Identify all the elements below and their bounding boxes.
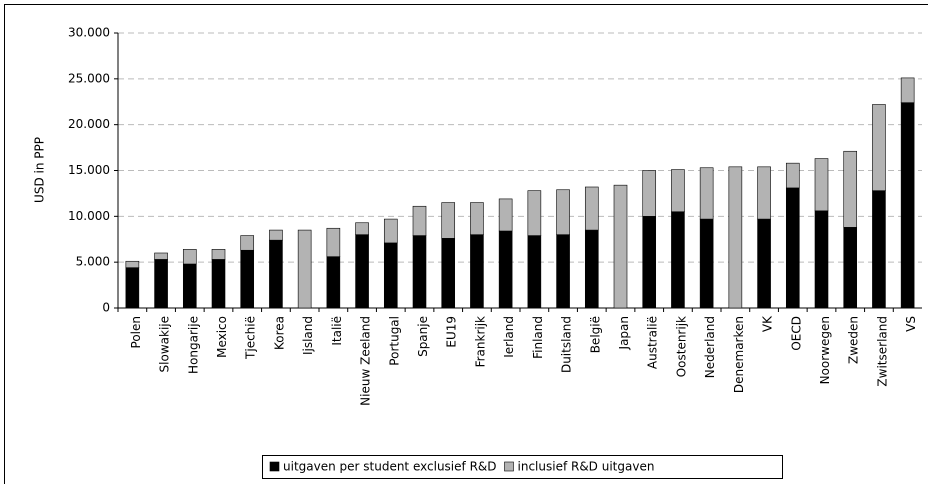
legend-box <box>262 455 783 479</box>
x-tick-label: Portugal <box>387 316 401 366</box>
bar-segment <box>843 150 858 228</box>
bar-segment <box>642 170 657 217</box>
y-tick-label: 5.000 <box>76 255 110 269</box>
bar-segment <box>326 256 341 309</box>
y-tick-label: 30.000 <box>68 26 110 40</box>
x-tick-label: Korea <box>272 316 286 350</box>
x-tick-label: Oostenrijk <box>674 316 688 377</box>
bar-segment <box>498 230 513 309</box>
bar-segment <box>843 227 858 309</box>
x-tick-label: Tjechië <box>244 316 258 360</box>
x-tick-label: EU19 <box>445 316 459 348</box>
bar-segment <box>125 260 140 268</box>
bar-segment <box>269 239 283 309</box>
x-tick-label: Finland <box>531 316 545 359</box>
bar-segment <box>441 202 456 239</box>
x-tick-label: Spanje <box>416 316 430 357</box>
bar-segment <box>355 222 369 235</box>
x-tick-label: Frankrijk <box>473 316 487 367</box>
y-tick-label: 25.000 <box>68 71 110 85</box>
bar-segment <box>785 187 800 309</box>
x-tick-label: Hongarije <box>186 316 200 374</box>
x-tick-label: Nederland <box>703 316 717 378</box>
bar-segment <box>412 205 427 236</box>
bar-segment <box>182 249 197 265</box>
x-tick-label: VK <box>761 315 775 332</box>
x-tick-label: OECD <box>789 316 803 351</box>
bar-segment <box>814 158 829 212</box>
bar-segment <box>498 198 513 232</box>
legend-label: inclusief R&D uitgaven <box>518 460 655 474</box>
bar-segment <box>699 167 714 220</box>
x-tick-label: Duitsland <box>560 316 574 373</box>
x-tick-label: Nieuw Zeeland <box>359 316 373 406</box>
bar-segment <box>900 77 915 103</box>
x-tick-label: België <box>588 316 602 353</box>
bar-segment <box>584 186 599 231</box>
bar-segment <box>556 234 570 309</box>
bar-segment <box>728 166 743 309</box>
legend-swatch <box>504 461 514 472</box>
bar-segment <box>154 252 168 260</box>
bar-segment <box>900 102 915 309</box>
bar-segment <box>785 162 800 189</box>
bar-segment <box>527 235 542 309</box>
x-tick-label: Polen <box>129 316 143 348</box>
bar-segment <box>470 234 484 309</box>
frame <box>4 4 928 484</box>
bar-segment <box>383 218 398 244</box>
x-tick-label: VS <box>904 316 918 332</box>
bar-segment <box>671 169 685 213</box>
x-tick-label: Japan <box>617 316 631 350</box>
bar-segment <box>269 229 283 241</box>
bar-segment <box>872 190 886 309</box>
bar-segment <box>240 249 255 309</box>
y-tick-label: 0 <box>102 301 110 315</box>
y-tick-label: 15.000 <box>68 163 110 177</box>
x-tick-label: Ierland <box>502 316 516 358</box>
bar-segment <box>182 263 197 309</box>
bar-segment <box>154 259 168 309</box>
bar-segment <box>125 267 140 309</box>
bar-segment <box>412 235 427 309</box>
bar-segment <box>584 229 599 309</box>
bar-segment <box>527 190 542 236</box>
x-tick-label: Zweden <box>847 316 861 364</box>
legend-label: uitgaven per student exclusief R&D <box>283 460 497 474</box>
bar-segment <box>671 211 685 309</box>
x-tick-label: Denemarken <box>732 316 746 393</box>
bar-segment <box>556 189 570 235</box>
bar-segment <box>613 184 628 309</box>
bar-segment <box>383 242 398 309</box>
bar-segment <box>699 218 714 309</box>
bar-segment <box>240 235 255 251</box>
x-tick-label: Slowakije <box>158 316 172 372</box>
legend-swatch <box>269 461 280 472</box>
bar-segment <box>470 202 484 235</box>
x-tick-label: Zwitserland <box>875 316 889 387</box>
bar-segment <box>642 216 657 309</box>
y-axis-label: USD in PPP <box>33 137 47 203</box>
x-tick-label: Mexico <box>215 316 229 358</box>
bar-segment <box>211 249 226 260</box>
x-tick-label: Ijsland <box>301 316 315 355</box>
bar-segment <box>814 210 829 309</box>
bar-segment <box>297 229 312 309</box>
bar-segment <box>355 234 369 309</box>
x-tick-label: Italië <box>330 316 344 346</box>
y-tick-label: 10.000 <box>68 209 110 223</box>
x-tick-label: Noorwegen <box>818 316 832 384</box>
bar-segment <box>441 238 456 309</box>
bar-segment <box>872 104 886 191</box>
bar-segment <box>757 166 771 220</box>
bar-segment <box>326 227 341 257</box>
bar-segment <box>211 259 226 309</box>
bar-segment <box>757 218 771 309</box>
x-tick-label: Australië <box>646 316 660 369</box>
y-tick-label: 20.000 <box>68 117 110 131</box>
